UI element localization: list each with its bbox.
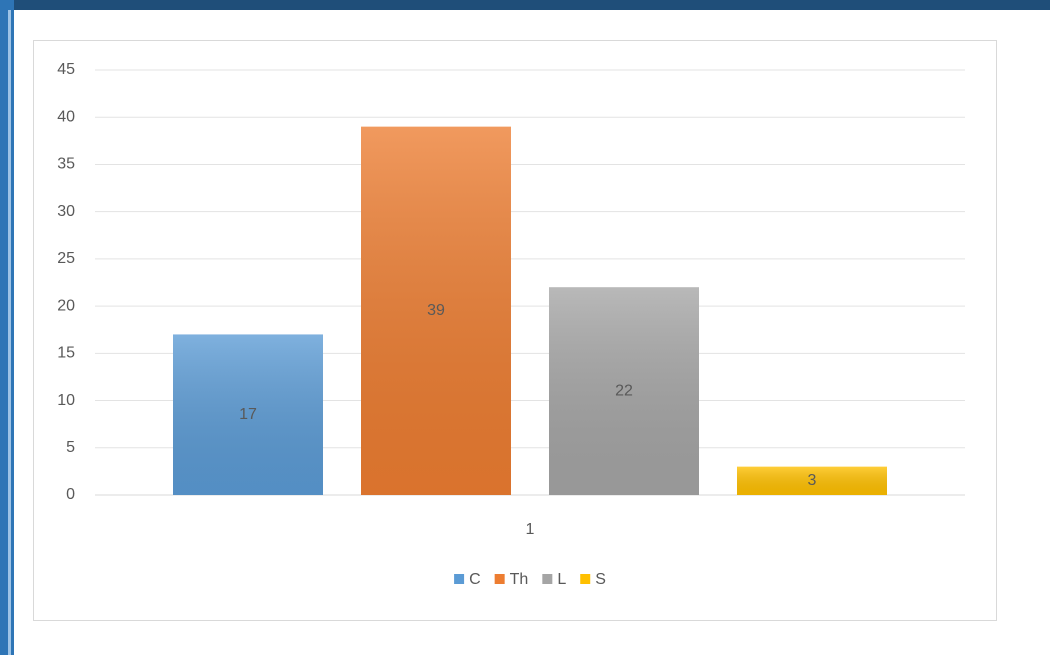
legend-swatch xyxy=(542,574,553,584)
x-tick-label: 1 xyxy=(526,521,535,538)
left-border-highlight xyxy=(8,10,11,655)
y-tick-label: 10 xyxy=(57,392,75,409)
bar-sheen xyxy=(549,287,699,495)
legend-label: Th xyxy=(510,571,529,588)
y-tick-label: 15 xyxy=(57,345,75,362)
chart-area xyxy=(33,40,997,621)
data-label: 39 xyxy=(427,302,445,319)
y-tick-label: 30 xyxy=(57,203,75,220)
legend-swatch xyxy=(580,574,591,584)
data-label: 3 xyxy=(808,472,817,489)
top-bar xyxy=(0,0,1050,10)
y-tick-label: 45 xyxy=(57,61,75,78)
bar-sheen xyxy=(173,334,323,495)
left-border xyxy=(0,0,14,655)
y-tick-label: 0 xyxy=(66,486,75,503)
data-label: 22 xyxy=(615,382,633,399)
legend-swatch xyxy=(454,574,465,584)
y-tick-label: 40 xyxy=(57,108,75,125)
bar-sheen xyxy=(361,126,511,496)
legend-label: L xyxy=(557,571,566,588)
y-tick-label: 35 xyxy=(57,156,75,173)
y-tick-label: 20 xyxy=(57,297,75,314)
legend-swatch xyxy=(494,574,505,584)
y-tick-label: 25 xyxy=(57,250,75,267)
legend-label: C xyxy=(469,571,481,588)
y-tick-label: 5 xyxy=(66,439,75,456)
data-label: 17 xyxy=(239,406,257,423)
legend-label: S xyxy=(595,571,606,588)
bar-sheen xyxy=(737,466,887,495)
